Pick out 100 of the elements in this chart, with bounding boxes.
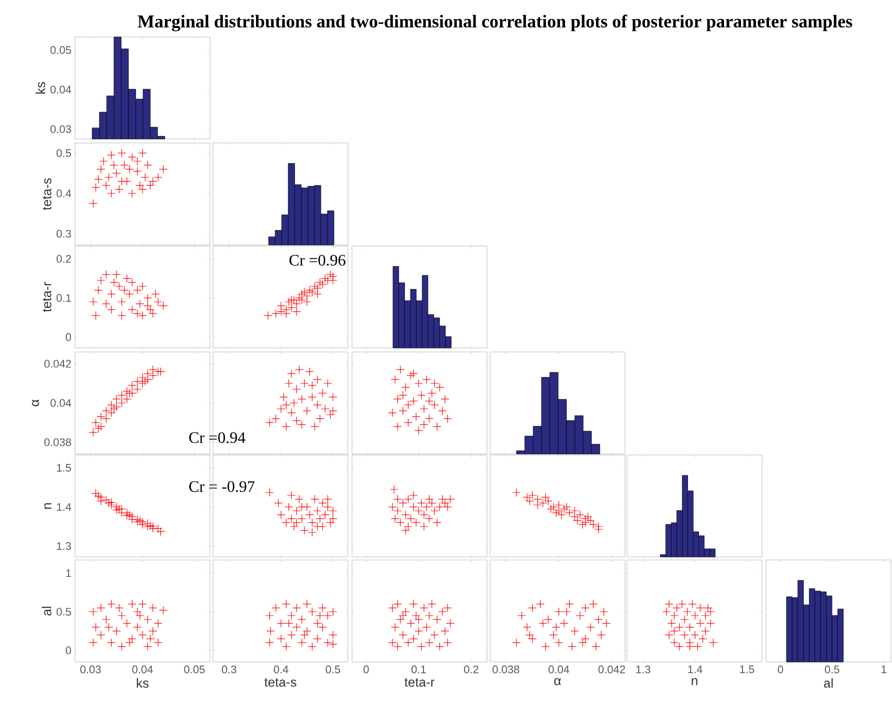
point: [156, 367, 165, 376]
point: [580, 604, 590, 612]
x-tick-label: 0.038: [492, 666, 520, 674]
y-tick-label: 0.4: [56, 190, 72, 198]
point: [138, 148, 147, 158]
point: [328, 640, 338, 649]
point: [438, 406, 447, 416]
point: [272, 414, 280, 423]
point: [422, 375, 431, 384]
point: [138, 630, 147, 640]
point: [125, 388, 134, 398]
point: [528, 604, 537, 612]
point: [282, 422, 291, 431]
annotation: Cr = -0.97: [189, 481, 254, 492]
point: [404, 638, 413, 647]
x-axis-title: α: [554, 678, 561, 686]
point: [390, 375, 400, 384]
point: [396, 365, 405, 374]
point: [302, 600, 312, 608]
point: [292, 622, 301, 632]
point: [143, 642, 152, 651]
point: [287, 630, 296, 640]
point: [686, 642, 694, 651]
point: [584, 512, 592, 522]
y-tick-label: 0: [66, 646, 72, 654]
point: [318, 604, 327, 612]
y-axis-title: teta-s: [42, 178, 52, 210]
point: [297, 502, 306, 512]
x-tick-label: 0.042: [598, 666, 625, 674]
point: [143, 160, 152, 170]
point: [417, 642, 426, 651]
point: [401, 607, 410, 616]
point: [686, 622, 694, 632]
point: [156, 527, 165, 536]
point: [393, 422, 402, 431]
point: [88, 638, 98, 647]
point: [146, 634, 155, 644]
point: [99, 156, 108, 166]
point: [91, 183, 100, 192]
point: [432, 518, 442, 527]
point: [117, 642, 126, 651]
point: [424, 494, 434, 504]
point: [94, 174, 103, 184]
point: [409, 600, 418, 608]
point: [143, 294, 152, 302]
point: [117, 611, 126, 620]
x-axis-title: al: [824, 678, 833, 688]
point: [414, 626, 424, 636]
point: [588, 600, 598, 608]
point: [110, 160, 118, 170]
point: [158, 164, 168, 174]
point: [282, 518, 291, 527]
point: [568, 642, 576, 651]
point: [133, 607, 142, 616]
point: [282, 642, 291, 651]
point: [541, 492, 550, 502]
y-axis-title: n: [44, 503, 52, 509]
point: [294, 294, 304, 302]
point: [544, 615, 553, 624]
point: [398, 390, 408, 400]
point: [136, 181, 144, 190]
point: [420, 522, 428, 531]
point: [290, 398, 298, 408]
point: [398, 406, 408, 416]
point: [284, 379, 294, 388]
y-tick-label: 0.1: [56, 294, 71, 302]
point: [388, 604, 397, 612]
point: [409, 369, 418, 378]
point: [414, 615, 424, 624]
x-tick-label: 1.3: [636, 666, 650, 674]
point: [117, 298, 126, 306]
x-tick-label: 0.4: [274, 666, 288, 674]
point: [300, 630, 309, 640]
point: [525, 630, 534, 640]
point: [412, 611, 420, 620]
point: [323, 611, 332, 620]
point: [316, 611, 324, 620]
point: [409, 396, 418, 406]
point: [708, 638, 718, 647]
point: [706, 619, 715, 628]
point: [313, 284, 322, 292]
y-tick-label: 0.04: [50, 399, 72, 407]
point: [424, 611, 434, 620]
point: [88, 298, 98, 306]
point: [265, 418, 274, 427]
point: [701, 611, 710, 620]
point: [667, 619, 676, 628]
y-tick-label: 0.5: [56, 149, 72, 157]
point: [292, 384, 301, 394]
point: [154, 172, 162, 182]
point: [308, 642, 316, 651]
point: [396, 615, 405, 624]
y-tick-label: 0.3: [56, 230, 71, 238]
point: [158, 606, 168, 615]
point: [287, 611, 296, 620]
point: [401, 382, 410, 392]
point: [326, 518, 335, 527]
point: [136, 516, 144, 525]
point: [316, 278, 324, 287]
point: [554, 607, 564, 616]
